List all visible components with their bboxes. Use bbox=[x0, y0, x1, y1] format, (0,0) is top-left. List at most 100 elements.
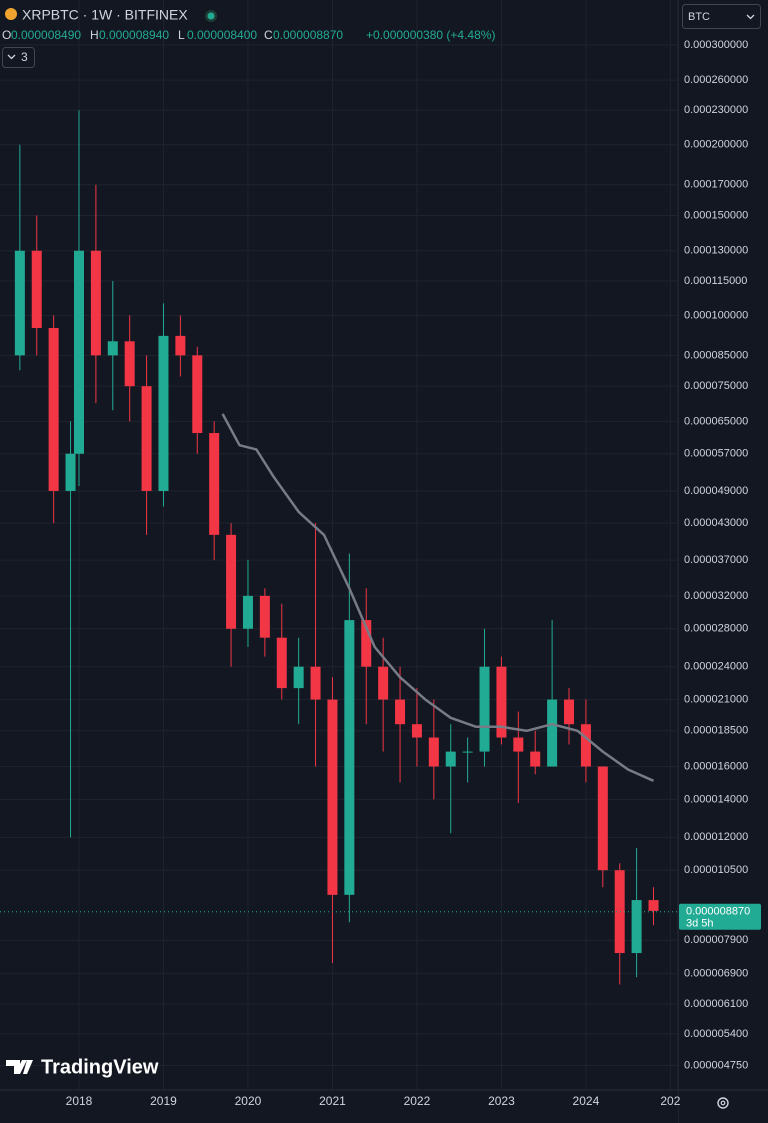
candle-body bbox=[597, 766, 608, 871]
candle-body bbox=[462, 751, 473, 753]
candle-body bbox=[496, 666, 507, 738]
x-tick-label: 2022 bbox=[404, 1094, 431, 1108]
y-tick-label: 0.000200000 bbox=[684, 139, 748, 151]
change: +0.000000380 (+4.48%) bbox=[366, 28, 495, 42]
y-tick-label: 0.000028000 bbox=[684, 623, 748, 635]
candle-body bbox=[445, 751, 456, 767]
candle-body bbox=[175, 335, 186, 356]
countdown: 3d 5h bbox=[686, 918, 714, 930]
ohlc-label: C bbox=[264, 28, 273, 42]
brand-logo bbox=[6, 1060, 33, 1074]
ohlc-value: 0.000008490 bbox=[11, 28, 81, 42]
price-axis bbox=[678, 0, 768, 1123]
y-tick-label: 0.000006100 bbox=[684, 998, 748, 1010]
x-tick-label: 2018 bbox=[66, 1094, 93, 1108]
brand: TradingView bbox=[41, 1056, 159, 1078]
y-tick-label: 0.000100000 bbox=[684, 309, 748, 321]
axes: 0.000300000 0.000260000 0.000230000 0.00020… bbox=[66, 39, 761, 1108]
settings-center bbox=[720, 1100, 726, 1106]
candle-body bbox=[31, 250, 42, 328]
currency-select[interactable] bbox=[682, 4, 761, 29]
ohlc-value: 0.000008940 bbox=[99, 28, 169, 42]
grid bbox=[0, 0, 678, 1090]
indicators-count[interactable]: 3 bbox=[21, 50, 28, 64]
y-tick-label: 0.000010500 bbox=[684, 864, 748, 876]
indicators-toggle[interactable] bbox=[2, 47, 35, 68]
y-tick-label: 0.000260000 bbox=[684, 74, 748, 86]
y-tick-label: 0.000150000 bbox=[684, 209, 748, 221]
candle-body bbox=[530, 751, 541, 767]
candle-body bbox=[361, 620, 372, 667]
candle-body bbox=[90, 250, 101, 356]
y-tick-label: 0.000018500 bbox=[684, 725, 748, 737]
ohlc-label: H bbox=[90, 28, 99, 42]
ohlc-value: 0.000008400 bbox=[187, 28, 257, 42]
candle-body bbox=[513, 737, 524, 752]
candle-body bbox=[276, 637, 287, 689]
candle-body bbox=[344, 620, 355, 895]
y-tick-label: 0.000230000 bbox=[684, 104, 748, 116]
y-tick-label: 0.000004750 bbox=[684, 1059, 748, 1071]
candle-body bbox=[580, 724, 591, 767]
y-tick-label: 0.000170000 bbox=[684, 179, 748, 191]
candle-body bbox=[479, 666, 490, 752]
candle-body bbox=[209, 433, 220, 535]
y-tick-label: 0.000016000 bbox=[684, 760, 748, 772]
ohlc-label: L bbox=[178, 28, 185, 42]
moving-average bbox=[221, 413, 655, 782]
y-tick-label: 0.000032000 bbox=[684, 590, 748, 602]
y-tick-label: 0.000065000 bbox=[684, 415, 748, 427]
candle-body bbox=[226, 534, 237, 629]
candle-body bbox=[141, 386, 152, 491]
candle-body bbox=[564, 699, 575, 725]
last-price-label: 0.000008870 bbox=[686, 906, 750, 918]
x-tick-label: 2020 bbox=[235, 1094, 262, 1108]
candle-body bbox=[242, 595, 253, 629]
candle-body bbox=[192, 355, 203, 434]
y-tick-label: 0.000014000 bbox=[684, 793, 748, 805]
candle-body bbox=[107, 341, 118, 356]
y-tick-label: 0.000057000 bbox=[684, 448, 748, 460]
y-tick-label: 0.000075000 bbox=[684, 380, 748, 392]
y-tick-label: 0.000130000 bbox=[684, 245, 748, 257]
candle-body bbox=[310, 666, 321, 700]
last-price-tag bbox=[679, 903, 761, 930]
y-tick-label: 0.000085000 bbox=[684, 349, 748, 361]
y-tick-label: 0.000037000 bbox=[684, 554, 748, 566]
y-tick-label: 0.000024000 bbox=[684, 661, 748, 673]
candle-body bbox=[48, 327, 59, 491]
candle-body bbox=[73, 250, 84, 454]
currency[interactable]: BTC bbox=[688, 11, 710, 23]
candle-body bbox=[547, 699, 558, 767]
time-axis bbox=[0, 1090, 678, 1123]
x-tick-label: 2023 bbox=[488, 1094, 515, 1108]
candle-body bbox=[411, 724, 422, 738]
candle-body bbox=[395, 699, 406, 725]
y-tick-label: 0.000021000 bbox=[684, 693, 748, 705]
candle-body bbox=[158, 335, 169, 491]
x-tick-label: 2024 bbox=[573, 1094, 600, 1108]
candle-body bbox=[428, 737, 439, 767]
chevron bbox=[7, 54, 16, 60]
symbol-icon[interactable] bbox=[5, 8, 17, 20]
y-tick-label: 0.000012000 bbox=[684, 831, 748, 843]
plot bbox=[0, 110, 678, 985]
candle-body bbox=[259, 595, 270, 638]
candle-body bbox=[614, 870, 625, 954]
x-tick-label: 2021 bbox=[319, 1094, 346, 1108]
x-tick-label: 2019 bbox=[150, 1094, 177, 1108]
symbol[interactable]: XRPBTC · 1W · BITFINEX bbox=[22, 7, 188, 23]
settings[interactable] bbox=[717, 1097, 729, 1109]
status-dot bbox=[207, 12, 215, 20]
y-tick-label: 0.000007900 bbox=[684, 934, 748, 946]
y-tick-label: 0.000049000 bbox=[684, 485, 748, 497]
y-tick-label: 0.000043000 bbox=[684, 517, 748, 529]
chevron bbox=[746, 14, 755, 20]
ohlc-value: 0.000008870 bbox=[273, 28, 343, 42]
y-tick-label: 0.000006900 bbox=[684, 967, 748, 979]
candle-body bbox=[631, 900, 642, 954]
candle-body bbox=[378, 666, 389, 700]
